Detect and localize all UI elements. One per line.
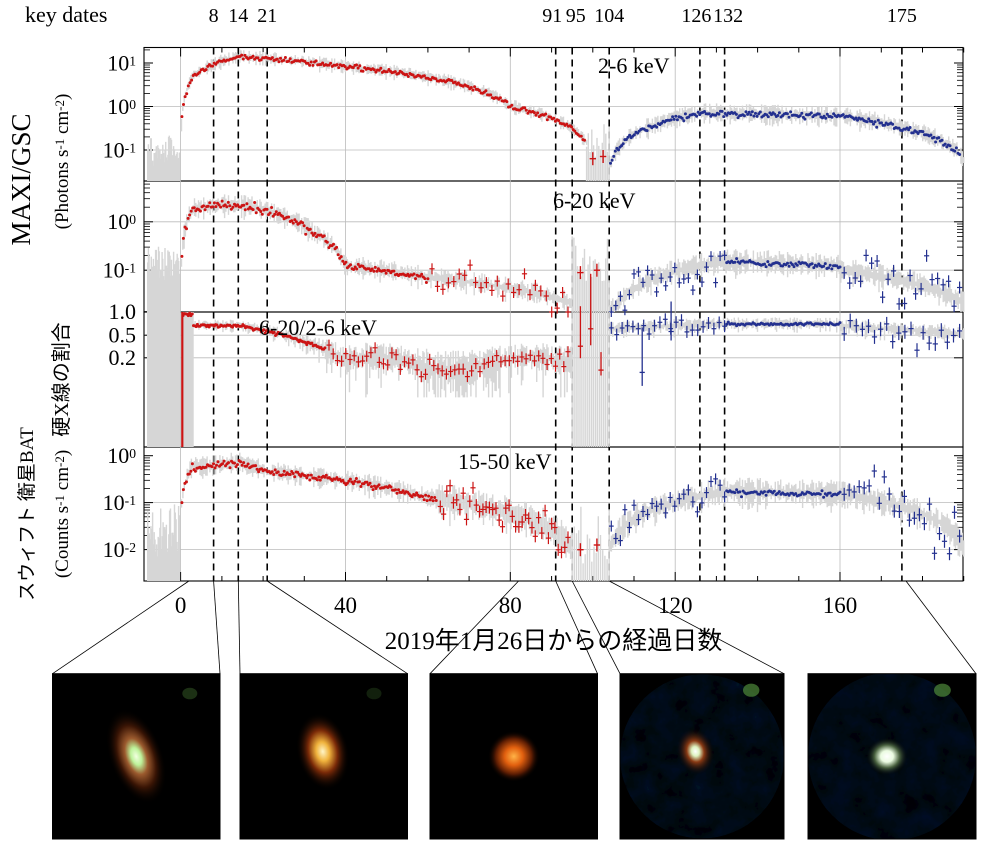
svg-text:0.2: 0.2 <box>109 345 137 370</box>
svg-text:120: 120 <box>658 593 693 618</box>
svg-text:6-20 keV: 6-20 keV <box>553 188 636 213</box>
svg-text:15-50 keV: 15-50 keV <box>458 449 552 474</box>
svg-text:1.0: 1.0 <box>109 299 137 324</box>
svg-text:硬X線の割合: 硬X線の割合 <box>50 322 73 436</box>
svg-text:104: 104 <box>594 5 624 27</box>
svg-text:スウィフト 衛星BAT: スウィフト 衛星BAT <box>16 427 38 601</box>
svg-text:(Counts s-1 cm-2): (Counts s-1 cm-2) <box>52 450 73 578</box>
svg-text:160: 160 <box>823 593 858 618</box>
svg-text:8: 8 <box>209 5 219 27</box>
svg-text:0.5: 0.5 <box>109 323 137 348</box>
svg-text:key dates: key dates <box>25 2 107 27</box>
svg-text:175: 175 <box>887 5 917 27</box>
svg-text:80: 80 <box>499 593 522 618</box>
svg-text:91: 91 <box>542 5 562 27</box>
svg-text:95: 95 <box>566 5 586 27</box>
svg-text:MAXI/GSC: MAXI/GSC <box>6 113 36 245</box>
svg-text:(Photons s-1 cm-2): (Photons s-1 cm-2) <box>52 94 73 230</box>
svg-text:132: 132 <box>713 5 743 27</box>
svg-text:40: 40 <box>334 593 357 618</box>
svg-text:14: 14 <box>228 5 248 27</box>
svg-text:2-6 keV: 2-6 keV <box>598 53 670 78</box>
svg-text:21: 21 <box>257 5 277 27</box>
svg-text:126: 126 <box>681 5 711 27</box>
svg-text:6-20/2-6 keV: 6-20/2-6 keV <box>259 315 377 340</box>
svg-text:0: 0 <box>175 593 187 618</box>
svg-text:2019年1月26日からの経過日数: 2019年1月26日からの経過日数 <box>385 627 723 655</box>
